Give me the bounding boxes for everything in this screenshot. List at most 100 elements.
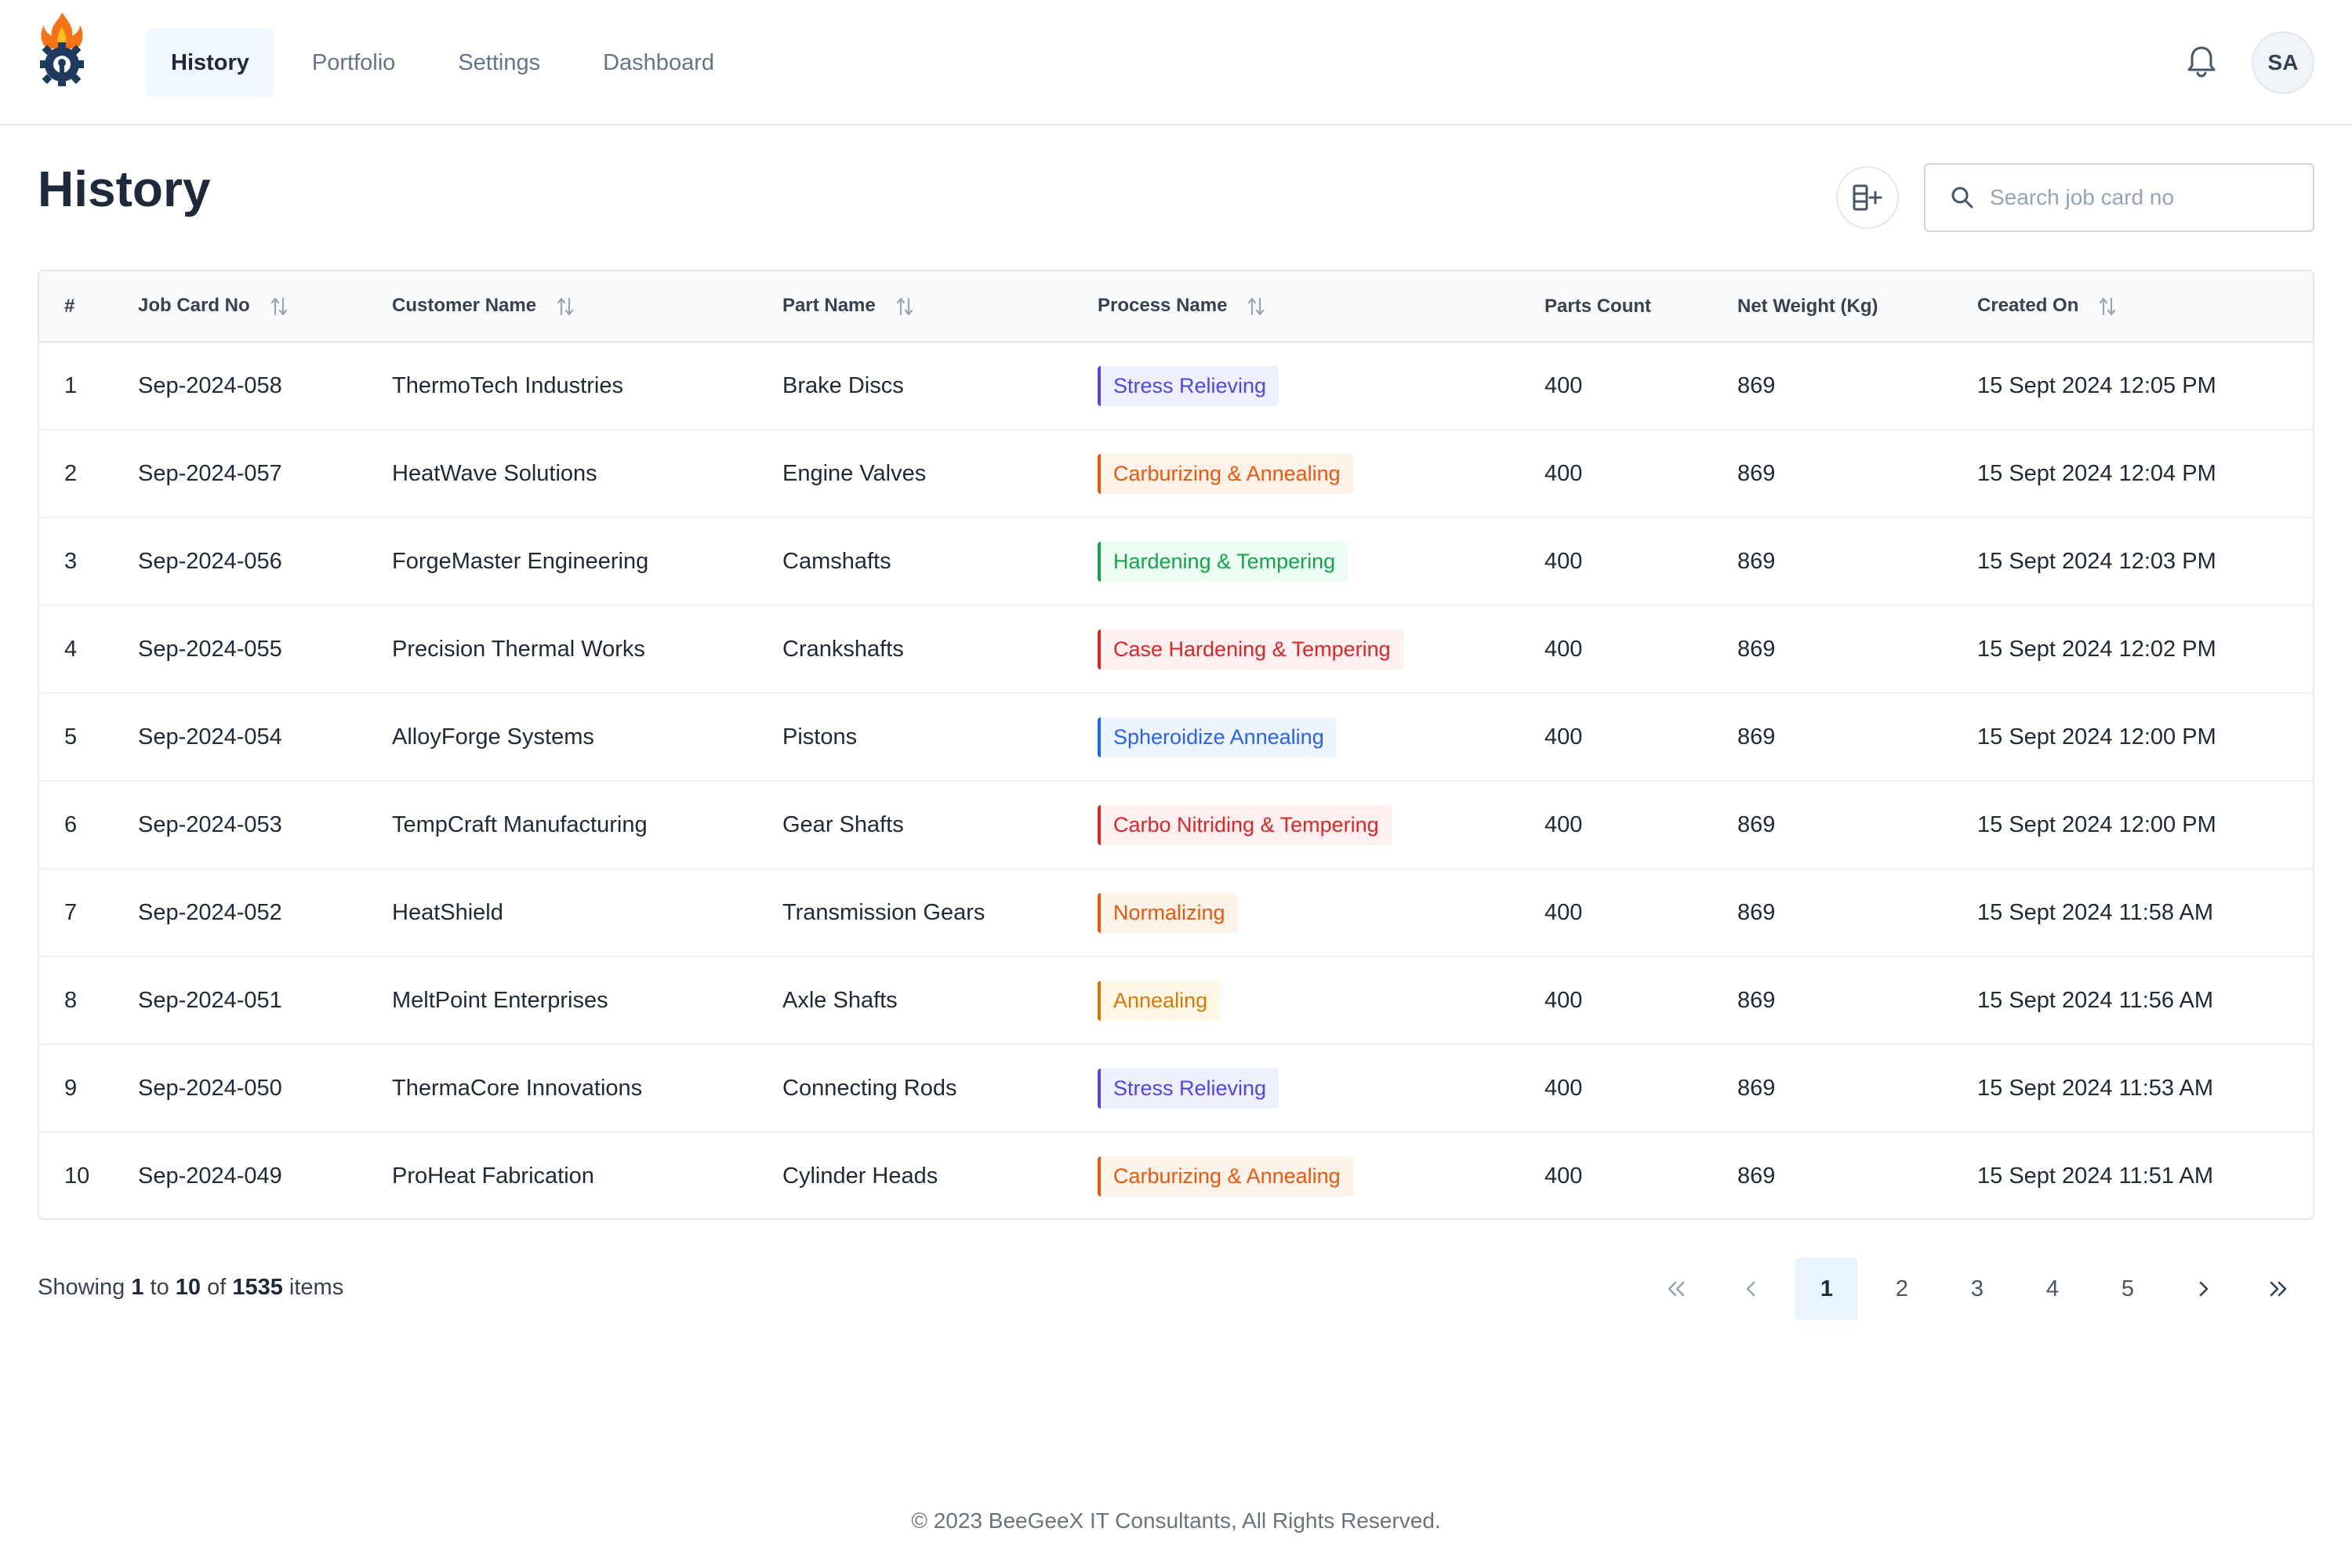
items-label: items — [289, 1275, 344, 1300]
page-4-button[interactable]: 4 — [2045, 1276, 2060, 1301]
previous-page-button[interactable] — [1720, 1258, 1783, 1320]
row-index: 7 — [64, 899, 78, 925]
net-weight: 869 — [1737, 460, 1776, 486]
sort-icon[interactable] — [1247, 296, 1265, 318]
net-weight: 869 — [1737, 548, 1776, 574]
page-3-button[interactable]: 3 — [1970, 1276, 1984, 1301]
column-header-created-on[interactable]: Created On — [1952, 271, 2313, 343]
column-header-label: Net Weight (Kg) — [1737, 295, 1878, 317]
process-cell: Normalizing — [1073, 869, 1519, 956]
parts-count: 400 — [1544, 724, 1583, 750]
column-header-label: Parts Count — [1544, 295, 1652, 317]
parts-count: 400 — [1544, 460, 1583, 486]
nav-item-settings[interactable]: Settings — [458, 49, 541, 75]
column-header-label: Created On — [1977, 295, 2079, 317]
job-card-no: Sep-2024-054 — [138, 724, 282, 750]
job-card-no: Sep-2024-050 — [138, 1075, 282, 1101]
sort-icon[interactable] — [557, 296, 574, 318]
net-weight: 869 — [1737, 987, 1776, 1013]
job-card-no: Sep-2024-057 — [138, 460, 282, 486]
column-header-customer-name[interactable]: Customer Name — [367, 271, 757, 343]
net-weight: 869 — [1737, 372, 1776, 398]
page-1-button[interactable]: 1 — [1795, 1258, 1858, 1320]
created-on: 15 Sept 2024 11:56 AM — [1977, 987, 2213, 1013]
search-icon — [1951, 187, 1973, 209]
column-header-net-weight: Net Weight (Kg) — [1712, 271, 1952, 343]
first-page-button[interactable] — [1645, 1258, 1708, 1320]
column-header-part-name[interactable]: Part Name — [757, 271, 1073, 343]
part-name: Brake Discs — [782, 372, 904, 398]
range-from: 1 — [131, 1275, 144, 1300]
row-index: 2 — [64, 460, 78, 486]
double-chevron-left-icon — [1668, 1281, 1685, 1297]
table-row[interactable]: 2 Sep-2024-057 HeatWave Solutions Engine… — [39, 430, 2313, 517]
chevron-left-icon — [1746, 1281, 1755, 1297]
pagination: 1 2 3 4 5 — [1645, 1258, 2310, 1320]
customer-name: HeatShield — [392, 899, 503, 925]
column-header-process-name[interactable]: Process Name — [1073, 271, 1519, 343]
history-table: # Job Card No Customer Name Part Name Pr… — [39, 271, 2313, 1218]
sort-icon[interactable] — [2099, 296, 2116, 318]
page-title: History — [38, 161, 211, 217]
process-badge: Carburizing & Annealing — [1098, 1156, 1353, 1196]
net-weight: 869 — [1737, 1163, 1776, 1189]
table-row[interactable]: 6 Sep-2024-053 TempCraft Manufacturing G… — [39, 781, 2313, 869]
page-5-button[interactable]: 5 — [2121, 1276, 2135, 1301]
footer-copyright: © 2023 BeeGeeX IT Consultants, All Right… — [911, 1508, 1441, 1533]
table-row[interactable]: 10 Sep-2024-049 ProHeat Fabrication Cyli… — [39, 1132, 2313, 1218]
table-row[interactable]: 7 Sep-2024-052 HeatShield Transmission G… — [39, 869, 2313, 956]
nav-item-history[interactable]: History — [146, 28, 274, 97]
process-badge: Hardening & Tempering — [1098, 541, 1348, 582]
table-row[interactable]: 8 Sep-2024-051 MeltPoint Enterprises Axl… — [39, 956, 2313, 1044]
add-column-button[interactable] — [1836, 166, 1899, 229]
process-badge: Normalizing — [1098, 892, 1238, 933]
page-2-button[interactable]: 2 — [1895, 1276, 1909, 1301]
job-card-no: Sep-2024-051 — [138, 987, 282, 1013]
process-badge: Annealing — [1098, 980, 1221, 1021]
process-badge: Stress Relieving — [1098, 365, 1279, 406]
parts-count: 400 — [1544, 372, 1583, 398]
add-column-icon — [1853, 184, 1882, 211]
created-on: 15 Sept 2024 12:02 PM — [1977, 636, 2216, 662]
main-nav: History Portfolio Settings Dashboard — [146, 28, 739, 97]
brand-logo[interactable] — [34, 9, 89, 88]
column-header-label: Customer Name — [392, 295, 537, 317]
user-avatar[interactable]: SA — [2252, 31, 2314, 94]
column-header-parts-count: Parts Count — [1519, 271, 1712, 343]
to-label: to — [150, 1275, 169, 1300]
table-row[interactable]: 3 Sep-2024-056 ForgeMaster Engineering C… — [39, 517, 2313, 605]
search-box — [1924, 163, 2314, 232]
row-index: 8 — [64, 987, 78, 1013]
sort-icon[interactable] — [896, 296, 913, 318]
table-row[interactable]: 4 Sep-2024-055 Precision Thermal Works C… — [39, 605, 2313, 693]
table-header-row: # Job Card No Customer Name Part Name Pr… — [39, 271, 2313, 343]
customer-name: MeltPoint Enterprises — [392, 987, 608, 1013]
customer-name: ThermaCore Innovations — [392, 1075, 643, 1101]
sort-icon[interactable] — [270, 296, 288, 318]
job-card-no: Sep-2024-052 — [138, 899, 282, 925]
row-index: 3 — [64, 548, 78, 574]
table-row[interactable]: 5 Sep-2024-054 AlloyForge Systems Piston… — [39, 693, 2313, 781]
parts-count: 400 — [1544, 548, 1583, 574]
nav-item-dashboard[interactable]: Dashboard — [603, 49, 714, 75]
job-card-no: Sep-2024-055 — [138, 636, 282, 662]
row-index: 1 — [64, 372, 78, 398]
notification-bell-icon[interactable] — [2186, 44, 2217, 78]
table-row[interactable]: 9 Sep-2024-050 ThermaCore Innovations Co… — [39, 1044, 2313, 1132]
parts-count: 400 — [1544, 987, 1583, 1013]
net-weight: 869 — [1737, 1075, 1776, 1101]
part-name: Engine Valves — [782, 460, 927, 486]
customer-name: ProHeat Fabrication — [392, 1163, 594, 1189]
parts-count: 400 — [1544, 1163, 1583, 1189]
nav-item-portfolio[interactable]: Portfolio — [311, 49, 396, 75]
process-cell: Annealing — [1073, 956, 1519, 1044]
process-badge: Spheroidize Annealing — [1098, 717, 1337, 757]
search-input[interactable] — [1990, 185, 2303, 210]
net-weight: 869 — [1737, 811, 1776, 837]
column-header-job-card-no[interactable]: Job Card No — [113, 271, 367, 343]
last-page-button[interactable] — [2247, 1258, 2310, 1320]
table-row[interactable]: 1 Sep-2024-058 ThermoTech Industries Bra… — [39, 342, 2313, 430]
part-name: Connecting Rods — [782, 1075, 957, 1101]
next-page-button[interactable] — [2172, 1258, 2234, 1320]
parts-count: 400 — [1544, 811, 1583, 837]
